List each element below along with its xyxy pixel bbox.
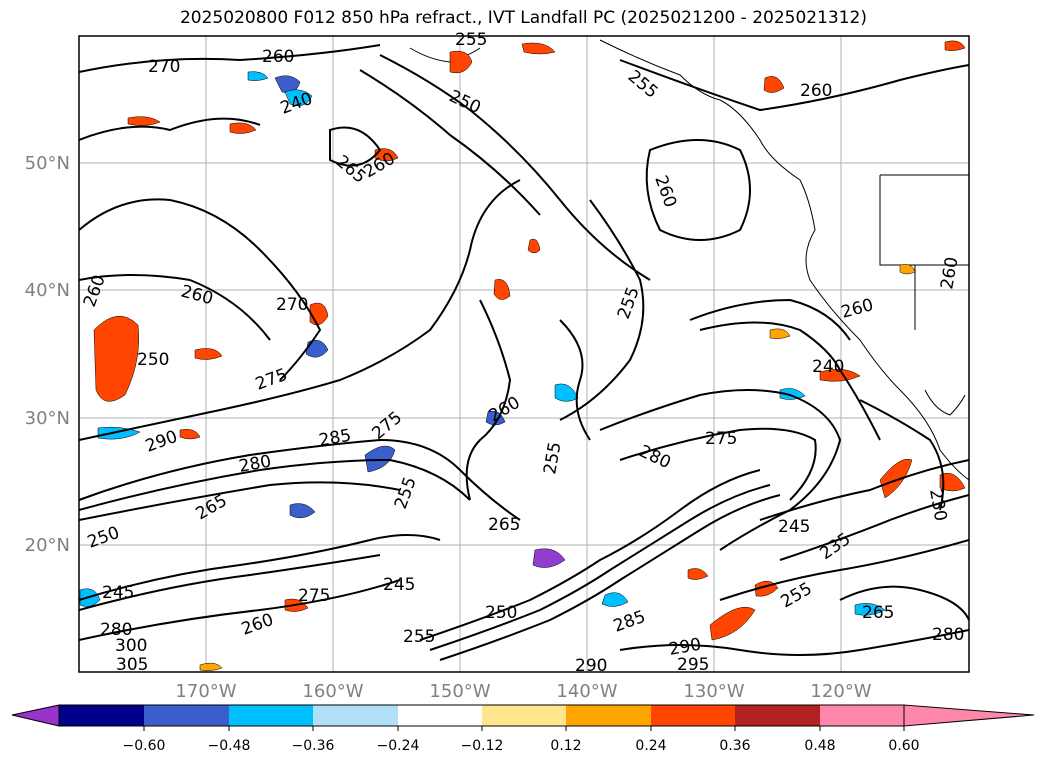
colorbar-tick: 0.48 (804, 738, 835, 754)
colorbar-segment (820, 705, 904, 726)
contour-label: 270 (148, 57, 180, 77)
colorbar-segment (398, 705, 482, 726)
colorbar-tick: −0.36 (292, 738, 335, 754)
contour-label: 255 (455, 30, 487, 50)
colorbar-segment (313, 705, 398, 726)
contour-label: 245 (383, 575, 415, 595)
colorbar-segment (229, 705, 313, 726)
colorbar-tick: −0.60 (123, 738, 166, 754)
contour-label: 240 (812, 357, 844, 377)
contour-label: 280 (100, 620, 132, 640)
lat-label: 30°N (25, 408, 70, 429)
negative-shading (79, 71, 886, 616)
lat-label: 50°N (25, 153, 70, 174)
colorbar-segment (566, 705, 651, 726)
lon-label: 140°W (556, 681, 617, 702)
longitude-axis: 170°W 160°W 150°W 140°W 130°W 120°W (175, 681, 871, 702)
contour-label: 245 (102, 583, 134, 603)
contour-label: 300 (115, 636, 147, 656)
colorbar-extend-high (903, 704, 1035, 727)
map-frame (78, 35, 970, 673)
contour-label: 275 (705, 429, 737, 449)
latitude-axis: 50°N 40°N 30°N 20°N (25, 153, 70, 556)
colorbar-tick: −0.24 (377, 738, 420, 754)
refractivity-contours (79, 44, 969, 661)
contour-label: 280 (932, 625, 964, 645)
lon-label: 150°W (429, 681, 490, 702)
lat-label: 40°N (25, 280, 70, 301)
map-title: 2025020800 F012 850 hPa refract., IVT La… (179, 8, 867, 28)
colorbar-segment (59, 705, 144, 726)
contour-label: 245 (778, 517, 810, 537)
colorbar-tick: −0.12 (461, 738, 504, 754)
contour-label: 265 (488, 515, 520, 535)
lon-label: 170°W (175, 681, 236, 702)
colorbar-segment (651, 705, 735, 726)
colorbar-tick: 0.24 (635, 738, 666, 754)
contour-label: 305 (116, 655, 148, 675)
contour-label: 260 (262, 47, 294, 67)
contour-label: 255 (403, 627, 435, 647)
contour-label: 290 (575, 656, 607, 676)
lon-label: 160°W (302, 681, 363, 702)
contour-label: 250 (137, 350, 169, 370)
colorbar: −0.60 −0.48 −0.36 −0.24 −0.12 0.12 0.24 … (11, 704, 1035, 754)
contour-label: 250 (485, 603, 517, 623)
lat-label: 20°N (25, 535, 70, 556)
colorbar-segment (482, 705, 566, 726)
colorbar-tick: −0.48 (208, 738, 251, 754)
colorbar-tick: 0.60 (888, 738, 919, 754)
lon-label: 120°W (810, 681, 871, 702)
colorbar-tick: 0.36 (719, 738, 750, 754)
lon-label: 130°W (683, 681, 744, 702)
colorbar-segment (735, 705, 820, 726)
contour-label: 295 (677, 655, 709, 675)
colorbar-segment (144, 705, 229, 726)
contour-label: 275 (298, 586, 330, 606)
colorbar-tick: 0.12 (550, 738, 581, 754)
colorbar-extend-low (11, 704, 60, 727)
contour-label: 265 (862, 603, 894, 623)
contour-label: 270 (276, 295, 308, 315)
contour-label: 260 (800, 81, 832, 101)
